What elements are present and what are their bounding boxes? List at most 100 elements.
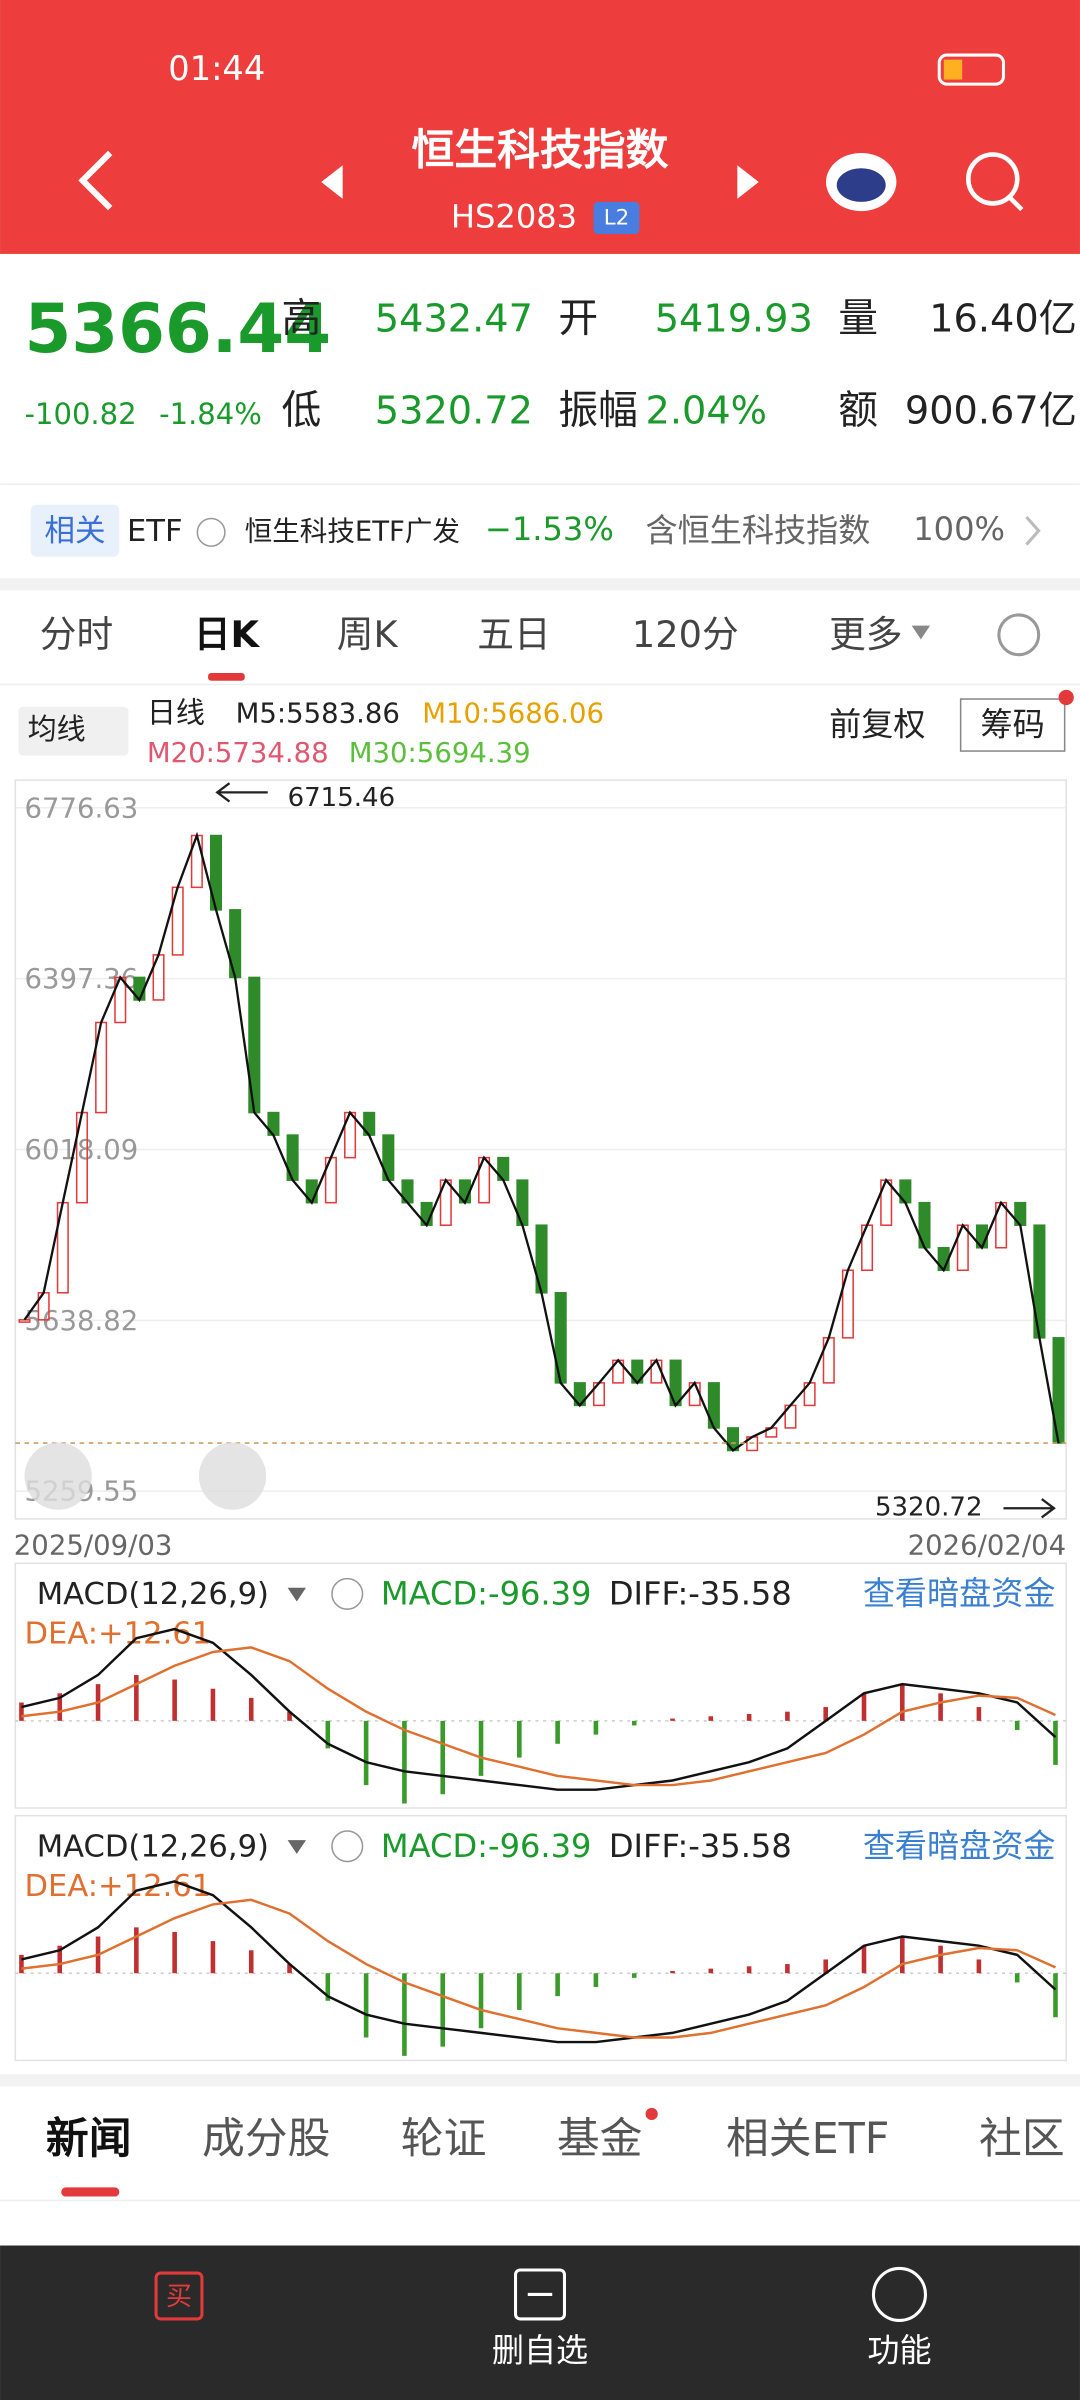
price: 5366.44 <box>25 290 332 368</box>
help-icon[interactable] <box>331 1830 364 1863</box>
ma10: M10:5686.06 <box>422 697 604 729</box>
dea-line <box>21 1898 1056 2039</box>
field-label: 低 <box>281 388 321 434</box>
title: 恒生科技指数 <box>412 125 669 175</box>
settings-icon[interactable] <box>997 613 1041 657</box>
badge-bg <box>593 201 640 235</box>
back-button[interactable] <box>78 150 113 211</box>
divider <box>0 483 1080 485</box>
macd-title[interactable]: MACD(12,26,9) <box>37 1829 269 1864</box>
adjust[interactable]: 前复权 <box>829 706 925 744</box>
diff-value: DIFF:-35.58 <box>609 1574 792 1612</box>
field-label: 量 <box>838 296 878 342</box>
separator <box>0 578 1080 591</box>
high-annotation: 6715.46 <box>288 783 396 813</box>
etf-tag-bg <box>30 504 120 557</box>
tab[interactable]: 分时 <box>40 613 113 656</box>
field-label: 开 <box>558 296 598 342</box>
etf-type: ETF <box>127 514 183 549</box>
dea-value: DEA:+12.61 <box>25 1617 212 1652</box>
bottom-tab[interactable]: 社区 <box>979 2114 1065 2164</box>
diff-line <box>21 1627 1057 1791</box>
bottom-tab[interactable]: 新闻 <box>46 2114 132 2164</box>
bottom-tab[interactable]: 相关ETF <box>726 2114 889 2164</box>
y-tick-label: 5638.82 <box>25 1305 139 1337</box>
tab[interactable]: 五日 <box>477 613 550 656</box>
tab[interactable]: 周K <box>337 613 399 656</box>
y-tick-label: 6776.63 <box>25 792 139 824</box>
macd-value: MACD:-96.39 <box>381 1574 592 1612</box>
battery <box>937 53 1006 86</box>
field-label: 高 <box>281 296 321 342</box>
search-icon[interactable] <box>966 152 1020 206</box>
divider <box>0 683 1080 686</box>
buy[interactable]: 买 <box>166 2282 192 2312</box>
low-annotation: 5320.72 <box>875 1493 983 1523</box>
tab[interactable]: 更多 <box>829 613 902 656</box>
y-tick-label: 6018.09 <box>25 1134 139 1166</box>
dark-pool-link[interactable]: 查看暗盘资金 <box>863 1574 1056 1612</box>
ma20: M20:5734.88 <box>147 737 329 769</box>
dea-value: DEA:+12.61 <box>25 1869 212 1904</box>
field-value: 5432.47 <box>375 298 533 342</box>
remove-watch[interactable]: 删自选 <box>492 2332 588 2370</box>
tab[interactable]: 120分 <box>632 613 739 656</box>
fullscreen-btn[interactable] <box>198 1442 267 1510</box>
dropdown[interactable] <box>287 1587 306 1602</box>
badge: L2 <box>604 206 630 231</box>
etf-tag: 相关 <box>44 514 105 549</box>
search-handle <box>1007 195 1024 212</box>
tab-indicator <box>208 673 245 681</box>
field-value: 900.67亿 <box>905 390 1077 434</box>
change: -100.82 <box>25 397 137 431</box>
ma30: M30:5694.39 <box>349 737 531 769</box>
bottom-tab[interactable]: 轮证 <box>401 2114 487 2164</box>
func-icon[interactable] <box>871 2266 927 2322</box>
x-start: 2025/09/03 <box>14 1529 173 1561</box>
field-value: 2.04% <box>646 390 767 434</box>
dropdown[interactable] <box>287 1840 306 1854</box>
help-icon[interactable] <box>196 517 226 547</box>
change-pct: -1.84% <box>159 397 262 431</box>
field-value: 16.40亿 <box>929 298 1077 342</box>
bottom-tab[interactable]: 基金 <box>557 2114 643 2164</box>
x-end: 2026/02/04 <box>908 1529 1067 1561</box>
ma-selector-bg[interactable] <box>18 706 129 756</box>
ma5: M5:5583.86 <box>236 697 400 729</box>
battery-level <box>943 59 963 80</box>
bottom-tab[interactable]: 成分股 <box>202 2114 330 2164</box>
macd-value: MACD:-96.39 <box>381 1827 592 1865</box>
etf-name[interactable]: 恒生科技ETF广发 <box>245 515 460 547</box>
close-line <box>23 831 1060 1452</box>
field-label: 额 <box>838 388 878 434</box>
diff-line <box>21 1880 1057 2044</box>
dot <box>645 2107 658 2121</box>
buy-icon[interactable] <box>154 2271 204 2321</box>
etf-change: −1.53% <box>485 510 614 548</box>
macd-frame <box>14 1814 1067 2062</box>
help-icon[interactable] <box>331 1577 364 1610</box>
chips-btn-bg[interactable] <box>959 698 1066 752</box>
arrow <box>215 782 268 803</box>
remove-icon[interactable] <box>513 2268 567 2321</box>
expand-btn[interactable] <box>24 1442 92 1510</box>
ma-selector[interactable]: 均线 <box>28 712 86 746</box>
dark-pool-link[interactable]: 查看暗盘资金 <box>863 1827 1056 1865</box>
candle <box>18 1319 31 1323</box>
divider <box>0 2199 1080 2202</box>
dropdown[interactable] <box>911 625 931 640</box>
tab[interactable]: 日K <box>194 613 261 656</box>
assistant-face <box>836 168 886 202</box>
field-value: 5320.72 <box>375 390 533 434</box>
macd-frame <box>14 1562 1067 1809</box>
diff-value: DIFF:-35.58 <box>609 1827 792 1865</box>
chevron[interactable] <box>1025 516 1041 546</box>
macd-title[interactable]: MACD(12,26,9) <box>37 1577 269 1612</box>
chips-btn[interactable]: 筹码 <box>981 706 1045 744</box>
dea-line <box>21 1646 1056 1787</box>
arrow <box>1003 1498 1056 1519</box>
field-value: 5419.93 <box>655 298 813 342</box>
functions[interactable]: 功能 <box>867 2332 931 2370</box>
